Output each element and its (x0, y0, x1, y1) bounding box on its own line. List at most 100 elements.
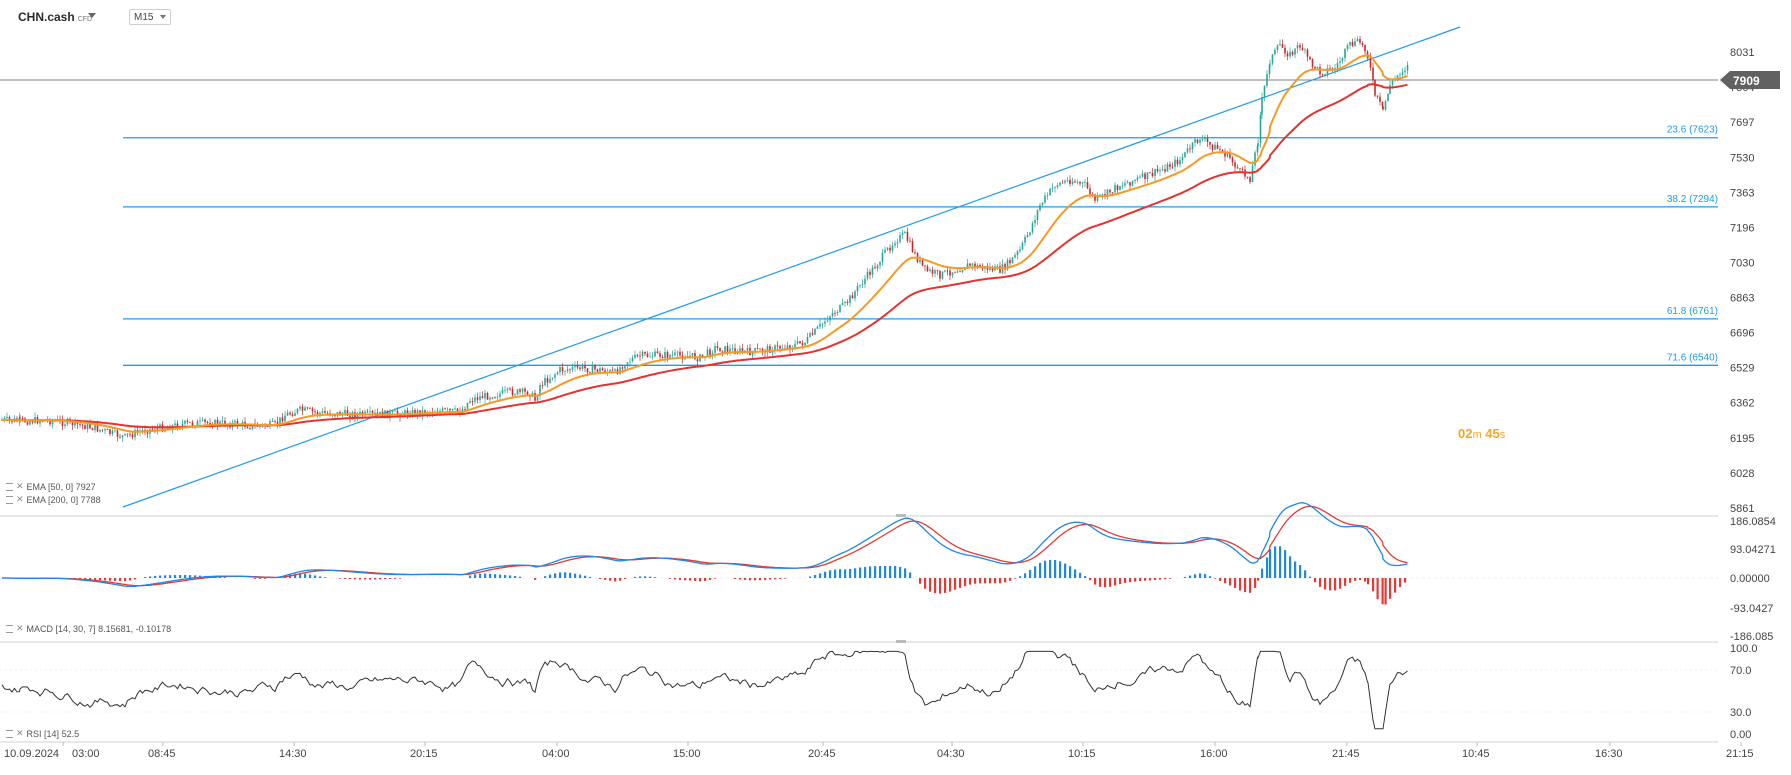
timeframe-selector[interactable]: M15 (129, 9, 171, 25)
legend-ema-slow[interactable]: ✕ EMA [200, 0] 7788 (6, 494, 101, 505)
macd-histogram-bar (1189, 575, 1192, 578)
candle-body (96, 424, 99, 432)
macd-histogram-bar (1372, 578, 1375, 592)
legend-macd[interactable]: ✕ MACD [14, 30, 7] 8.15681, -0.10178 (6, 623, 171, 634)
rsi-resize-handle[interactable] (896, 640, 906, 643)
macd-histogram-bar (1074, 569, 1077, 578)
close-icon[interactable]: ✕ (16, 481, 24, 491)
candle-body (21, 417, 24, 419)
macd-histogram-bar (579, 574, 582, 578)
candle-body (1234, 162, 1236, 168)
candle-body (1141, 173, 1144, 177)
macd-histogram-bar (834, 569, 837, 578)
chevron-down-icon[interactable] (88, 13, 96, 18)
candle-body (349, 415, 351, 418)
macd-histogram-bar (609, 578, 612, 581)
candle-body (839, 304, 841, 313)
candle-body (919, 259, 921, 263)
candle-body (296, 408, 299, 414)
macd-tick-label: 186.0854 (1730, 516, 1776, 528)
candle-body (1116, 185, 1119, 191)
candle-body (189, 421, 191, 423)
candle-body (911, 241, 914, 253)
candle-body (601, 368, 604, 371)
macd-histogram-bar (1349, 578, 1352, 583)
price-tick-label: 8031 (1730, 47, 1754, 59)
macd-histogram-bar (389, 578, 392, 580)
menu-icon[interactable] (6, 729, 13, 738)
candle-body (729, 348, 731, 352)
macd-resize-handle[interactable] (896, 514, 906, 517)
macd-histogram-bar (94, 578, 97, 580)
candle-body (864, 278, 866, 285)
candle-body (74, 420, 76, 426)
macd-histogram-bar (1089, 578, 1092, 581)
candle-body (414, 410, 416, 415)
candle-body (694, 353, 696, 360)
countdown-min-unit: m (1472, 429, 1482, 441)
candle-body (1074, 181, 1076, 183)
macd-histogram-bar (634, 576, 637, 578)
candle-body (269, 421, 271, 427)
candle-body (816, 326, 819, 329)
candle-body (1174, 159, 1176, 167)
candle-body (289, 412, 291, 415)
candle-body (331, 415, 334, 417)
rsi-tick-label: 0.00 (1730, 729, 1751, 741)
macd-histogram-bar (344, 578, 347, 579)
price-tick-label: 7530 (1730, 152, 1754, 164)
macd-histogram-bar (359, 578, 362, 580)
candle-body (794, 343, 796, 348)
macd-histogram-bar (979, 578, 982, 584)
candle-body (1211, 144, 1214, 150)
candle-body (969, 263, 971, 266)
candle-body (571, 367, 574, 370)
macd-histogram-bar (399, 578, 402, 579)
candle-body (1346, 45, 1349, 49)
time-tick-label: 04:30 (937, 748, 965, 760)
macd-histogram-bar (509, 575, 512, 578)
close-icon[interactable]: ✕ (16, 494, 24, 504)
menu-icon[interactable] (6, 495, 13, 504)
macd-histogram-bar (704, 578, 707, 581)
candle-body (1309, 56, 1311, 60)
candle-body (111, 430, 114, 434)
macd-histogram-bar (89, 578, 92, 580)
macd-histogram-bar (1367, 578, 1370, 585)
close-icon[interactable]: ✕ (16, 623, 24, 633)
fib-trend-line[interactable] (122, 26, 1461, 508)
legend-rsi[interactable]: ✕ RSI [14] 52.5 (6, 728, 79, 739)
candle-body (186, 420, 189, 422)
close-icon[interactable]: ✕ (16, 728, 24, 738)
candle-body (716, 346, 719, 348)
candle-body (1166, 164, 1169, 172)
candle-body (906, 231, 909, 241)
candle-body (954, 272, 956, 274)
candle-body (759, 348, 761, 350)
countdown-sec-unit: s (1499, 429, 1506, 441)
macd-histogram-bar (379, 578, 382, 580)
candle-body (1326, 68, 1329, 75)
macd-histogram-bar (769, 578, 772, 580)
candle-body (441, 408, 444, 411)
macd-histogram-bar (749, 578, 752, 581)
price-tick-label: 7363 (1730, 187, 1754, 199)
symbol-selector[interactable]: CHN.cash CFD (18, 10, 92, 24)
menu-icon[interactable] (6, 624, 13, 633)
candle-body (709, 349, 711, 356)
candle-body (711, 352, 714, 356)
macd-histogram-bar (1299, 565, 1302, 578)
macd-histogram-bar (364, 578, 367, 580)
legend-ema-fast[interactable]: ✕ EMA [50, 0] 7927 (6, 481, 96, 492)
macd-histogram-bar (184, 574, 187, 578)
macd-histogram-bar (764, 578, 767, 580)
candle-body (1314, 66, 1316, 69)
candle-body (1269, 63, 1271, 65)
candle-body (554, 374, 556, 378)
macd-histogram-bar (1254, 578, 1257, 588)
menu-icon[interactable] (6, 482, 13, 491)
candle-body (476, 397, 479, 400)
macd-histogram-bar (964, 578, 967, 587)
countdown-seconds: 45 (1485, 426, 1500, 441)
